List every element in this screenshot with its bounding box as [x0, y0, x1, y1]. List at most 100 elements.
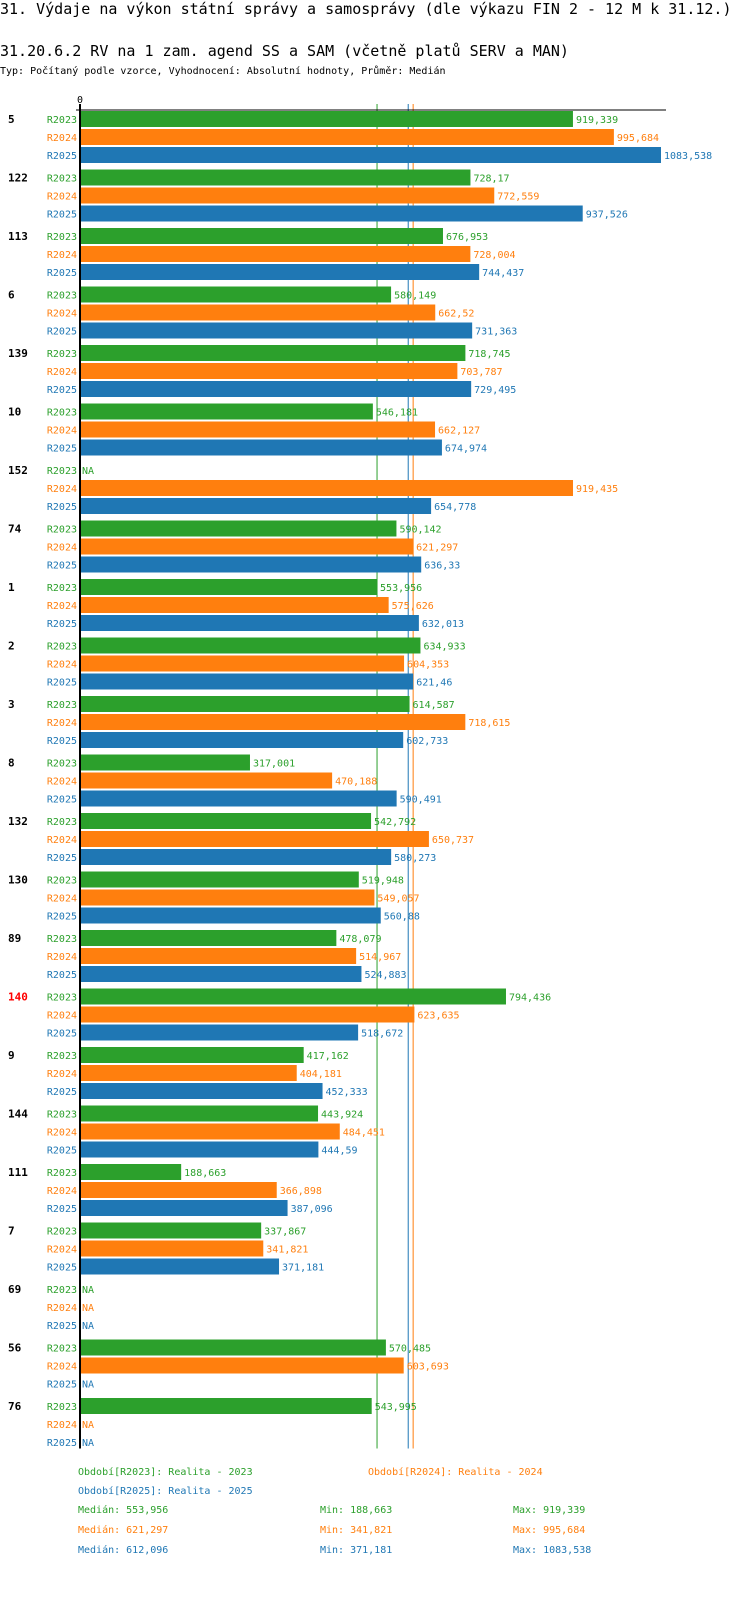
- series-label: R2023: [47, 174, 77, 185]
- series-label: R2025: [47, 1380, 77, 1391]
- series-label: R2023: [47, 1051, 77, 1062]
- stat-max-r2023: Max: 919,339: [513, 1505, 586, 1516]
- data-label: NA: [82, 1303, 94, 1314]
- bar-r2025: [80, 615, 419, 631]
- series-label: R2025: [47, 1029, 77, 1040]
- category-label: 139: [8, 347, 28, 360]
- bar-r2023: [80, 696, 410, 712]
- series-label: R2024: [47, 426, 77, 437]
- series-label: R2024: [47, 1362, 77, 1373]
- series-label: R2023: [47, 115, 77, 126]
- series-label: R2025: [47, 853, 77, 864]
- series-label: R2025: [47, 1204, 77, 1215]
- bar-r2023: [80, 111, 573, 127]
- series-label: R2024: [47, 367, 77, 378]
- data-label: 650,737: [432, 835, 474, 846]
- series-label: R2025: [47, 795, 77, 806]
- bar-r2023: [80, 286, 392, 303]
- data-label: 575,626: [392, 601, 434, 612]
- series-label: R2023: [47, 408, 77, 419]
- data-label: 602,733: [406, 736, 448, 747]
- data-label: 703,787: [460, 367, 502, 378]
- series-label: R2023: [47, 1402, 77, 1413]
- stat-min-r2025: Min: 371,181: [320, 1545, 393, 1556]
- data-label: 919,339: [576, 115, 618, 126]
- data-label: 728,17: [473, 174, 509, 185]
- bar-r2024: [80, 772, 333, 789]
- data-label: 317,001: [253, 759, 295, 770]
- series-label: R2024: [47, 952, 77, 963]
- data-label: 621,297: [416, 543, 458, 554]
- series-label: R2023: [47, 993, 77, 1004]
- data-label: 919,435: [576, 484, 618, 495]
- category-label: 6: [8, 289, 15, 302]
- category-label: 56: [8, 1342, 22, 1355]
- bar-r2025: [80, 498, 432, 514]
- category-label: 113: [8, 230, 28, 243]
- bar-r2023: [80, 637, 421, 654]
- series-label: R2024: [47, 484, 77, 495]
- bar-r2024: [80, 246, 471, 262]
- data-label: 546,181: [376, 408, 418, 419]
- data-label: NA: [82, 1321, 94, 1332]
- bar-r2025: [80, 1083, 323, 1099]
- series-label: R2025: [47, 1321, 77, 1332]
- bar-r2024: [80, 1065, 297, 1081]
- bar-r2025: [80, 322, 473, 339]
- bar-r2025: [80, 147, 661, 163]
- data-label: 404,181: [300, 1069, 342, 1080]
- bar-r2025: [80, 556, 422, 573]
- bar-r2023: [80, 345, 466, 361]
- series-label: R2023: [47, 232, 77, 243]
- data-label: 772,559: [497, 192, 539, 203]
- bar-r2023: [80, 169, 471, 186]
- legend-r2024: Období[R2024]: Realita - 2024: [368, 1467, 543, 1478]
- data-label: 718,745: [468, 349, 510, 360]
- data-label: 662,127: [438, 426, 480, 437]
- category-label: 122: [8, 172, 28, 185]
- bar-r2023: [80, 403, 373, 420]
- series-label: R2025: [47, 210, 77, 221]
- data-label: 514,967: [359, 952, 401, 963]
- data-label: 604,353: [407, 660, 449, 671]
- series-label: R2023: [47, 583, 77, 594]
- category-label: 5: [8, 113, 15, 126]
- series-label: R2025: [47, 736, 77, 747]
- data-label: 452,333: [326, 1087, 368, 1098]
- data-label: 371,181: [282, 1263, 324, 1274]
- category-label: 7: [8, 1225, 15, 1238]
- category-label: 74: [8, 523, 22, 536]
- series-label: R2024: [47, 192, 77, 203]
- data-label: 524,883: [364, 970, 406, 981]
- bar-r2023: [80, 754, 250, 771]
- bar-r2025: [80, 849, 392, 865]
- bar-r2024: [80, 538, 414, 555]
- series-label: R2025: [47, 502, 77, 513]
- chart-subtitle: 31.20.6.2 RV na 1 zam. agend SS a SAM (v…: [0, 42, 569, 60]
- stat-min-r2023: Min: 188,663: [320, 1505, 393, 1516]
- data-label: 674,974: [445, 444, 487, 455]
- data-label: 676,953: [446, 232, 488, 243]
- series-label: R2023: [47, 759, 77, 770]
- bar-r2023: [80, 930, 337, 946]
- category-label: 111: [8, 1166, 28, 1179]
- series-label: R2024: [47, 309, 77, 320]
- series-label: R2025: [47, 912, 77, 923]
- data-label: 580,149: [394, 291, 436, 302]
- stat-max-r2024: Max: 995,684: [513, 1525, 586, 1536]
- series-label: R2023: [47, 349, 77, 360]
- stat-median-r2023: Medián: 553,956: [78, 1505, 169, 1516]
- bar-r2024: [80, 1006, 415, 1023]
- data-label: 553,956: [380, 583, 422, 594]
- series-label: R2024: [47, 777, 77, 788]
- data-label: NA: [82, 1420, 94, 1431]
- series-label: R2024: [47, 133, 77, 144]
- stat-max-r2025: Max: 1083,538: [513, 1545, 592, 1556]
- series-label: R2024: [47, 601, 77, 612]
- stat-median-r2024: Medián: 621,297: [78, 1525, 169, 1536]
- bar-r2025: [80, 439, 442, 456]
- category-label: 69: [8, 1283, 21, 1296]
- series-label: R2023: [47, 1168, 77, 1179]
- data-label: 728,004: [473, 250, 515, 261]
- series-label: R2025: [47, 385, 77, 396]
